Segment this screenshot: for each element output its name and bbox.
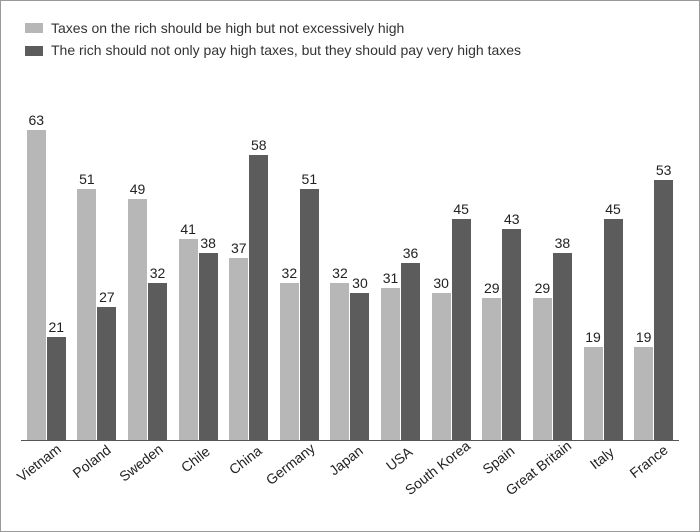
- bar-group-germany: 3251: [274, 189, 325, 440]
- bar-very_high: 45: [452, 219, 471, 440]
- legend-item-1: The rich should not only pay high taxes,…: [25, 39, 675, 61]
- bar-group-usa: 3136: [375, 263, 426, 440]
- bar-group-china: 3758: [223, 155, 274, 440]
- bar-high_not_excessive: 63: [27, 130, 46, 440]
- bar-group-great-britain: 2938: [527, 253, 578, 440]
- bar-high_not_excessive: 19: [634, 347, 653, 440]
- bar-value-label: 36: [403, 245, 419, 263]
- bar-group-italy: 1945: [578, 219, 629, 440]
- bar-very_high: 51: [300, 189, 319, 440]
- bar-value-label: 45: [605, 201, 621, 219]
- bar-value-label: 51: [79, 171, 95, 189]
- bar-group-poland: 5127: [72, 189, 123, 440]
- bar-high_not_excessive: 30: [432, 293, 451, 440]
- bar-high_not_excessive: 51: [77, 189, 96, 440]
- bar-very_high: 21: [47, 337, 66, 440]
- bar-high_not_excessive: 29: [482, 298, 501, 441]
- x-label-slot: Japan: [325, 441, 376, 521]
- bar-value-label: 41: [180, 221, 196, 239]
- x-label-vietnam: Vietnam: [14, 441, 64, 485]
- bar-value-label: 21: [49, 319, 65, 337]
- bar-value-label: 37: [231, 240, 247, 258]
- bar-very_high: 27: [97, 307, 116, 440]
- bar-value-label: 31: [383, 270, 399, 288]
- bar-high_not_excessive: 49: [128, 199, 147, 440]
- bar-value-label: 27: [99, 289, 115, 307]
- bar-high_not_excessive: 29: [533, 298, 552, 441]
- bar-value-label: 43: [504, 211, 520, 229]
- bar-value-label: 49: [130, 181, 146, 199]
- x-label-slot: Italy: [578, 441, 629, 521]
- bar-value-label: 29: [535, 280, 551, 298]
- legend-label-1: The rich should not only pay high taxes,…: [51, 39, 521, 61]
- bar-value-label: 38: [200, 235, 216, 253]
- plot-area: 6321512749324138375832513230313630452943…: [21, 76, 679, 440]
- bar-value-label: 53: [656, 162, 672, 180]
- legend-item-0: Taxes on the rich should be high but not…: [25, 17, 675, 39]
- x-label-sweden: Sweden: [116, 441, 166, 485]
- bar-very_high: 53: [654, 180, 673, 440]
- bar-value-label: 32: [332, 265, 348, 283]
- bar-value-label: 32: [150, 265, 166, 283]
- x-label-slot: Sweden: [122, 441, 173, 521]
- bar-very_high: 45: [604, 219, 623, 440]
- bar-value-label: 19: [585, 329, 601, 347]
- bar-high_not_excessive: 31: [381, 288, 400, 440]
- x-label-japan: Japan: [326, 442, 366, 478]
- bar-high_not_excessive: 37: [229, 258, 248, 440]
- x-label-slot: Vietnam: [21, 441, 72, 521]
- x-label-usa: USA: [382, 443, 415, 473]
- x-label-france: France: [626, 442, 670, 481]
- bar-high_not_excessive: 32: [330, 283, 349, 440]
- bar-value-label: 51: [302, 171, 318, 189]
- x-label-china: China: [226, 442, 265, 477]
- legend-swatch-0: [25, 23, 43, 33]
- bar-value-label: 58: [251, 137, 267, 155]
- chart-frame: Taxes on the rich should be high but not…: [0, 0, 700, 532]
- bar-value-label: 30: [352, 275, 368, 293]
- x-label-slot: South Korea: [426, 441, 477, 521]
- x-label-italy: Italy: [587, 444, 617, 472]
- x-label-chile: Chile: [178, 443, 213, 475]
- x-label-slot: Poland: [72, 441, 123, 521]
- bar-high_not_excessive: 41: [179, 239, 198, 440]
- bar-group-france: 1953: [628, 180, 679, 440]
- bar-value-label: 30: [433, 275, 449, 293]
- bar-very_high: 38: [199, 253, 218, 440]
- bar-group-south-korea: 3045: [426, 219, 477, 440]
- x-labels: VietnamPolandSwedenChileChinaGermanyJapa…: [21, 441, 679, 521]
- bar-group-sweden: 4932: [122, 199, 173, 440]
- bar-value-label: 29: [484, 280, 500, 298]
- legend: Taxes on the rich should be high but not…: [21, 11, 679, 76]
- x-label-slot: Chile: [173, 441, 224, 521]
- legend-label-0: Taxes on the rich should be high but not…: [51, 17, 404, 39]
- bar-very_high: 38: [553, 253, 572, 440]
- x-label-slot: Great Britain: [527, 441, 578, 521]
- bar-very_high: 32: [148, 283, 167, 440]
- bar-value-label: 19: [636, 329, 652, 347]
- bar-value-label: 38: [555, 235, 571, 253]
- bar-very_high: 43: [502, 229, 521, 440]
- bar-group-chile: 4138: [173, 239, 224, 440]
- bar-high_not_excessive: 32: [280, 283, 299, 440]
- bar-group-spain: 2943: [476, 229, 527, 440]
- x-label-spain: Spain: [479, 443, 517, 478]
- bar-group-vietnam: 6321: [21, 130, 72, 440]
- bar-value-label: 63: [29, 112, 45, 130]
- bar-very_high: 30: [350, 293, 369, 440]
- bar-very_high: 58: [249, 155, 268, 440]
- bars-row: 6321512749324138375832513230313630452943…: [21, 130, 679, 440]
- x-label-poland: Poland: [69, 442, 113, 481]
- legend-swatch-1: [25, 46, 43, 56]
- bar-value-label: 45: [453, 201, 469, 219]
- bar-group-japan: 3230: [325, 283, 376, 440]
- bar-very_high: 36: [401, 263, 420, 440]
- bar-high_not_excessive: 19: [584, 347, 603, 440]
- x-label-slot: Germany: [274, 441, 325, 521]
- bar-value-label: 32: [282, 265, 298, 283]
- x-label-slot: France: [628, 441, 679, 521]
- x-axis: VietnamPolandSwedenChileChinaGermanyJapa…: [21, 440, 679, 521]
